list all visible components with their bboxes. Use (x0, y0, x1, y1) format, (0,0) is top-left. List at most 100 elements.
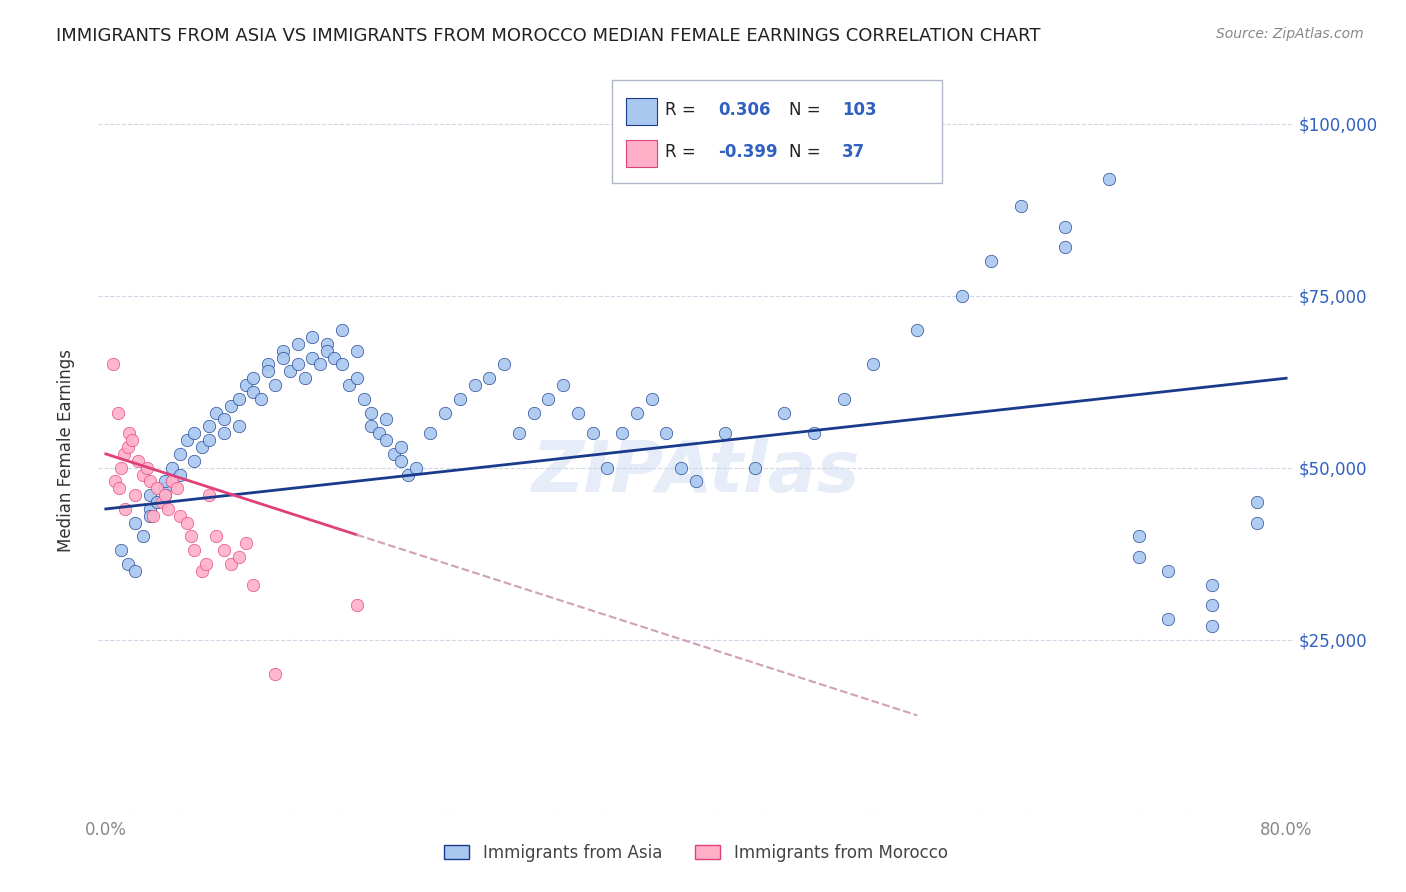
Point (131, 467, 153, 482)
Point (219, 399, 242, 413)
Point (330, 358, 353, 372)
Point (235, 378, 257, 392)
Point (353, 392, 375, 406)
Point (153, 488, 176, 502)
Point (346, 343, 368, 358)
Point (146, 481, 169, 495)
Point (685, 475, 707, 489)
Point (360, 406, 382, 420)
Point (156, 502, 179, 516)
Point (980, 254, 1002, 268)
Point (449, 392, 471, 406)
Point (127, 454, 149, 468)
Point (537, 392, 560, 406)
Point (212, 426, 235, 441)
Point (382, 447, 405, 461)
Point (153, 481, 176, 495)
Point (773, 406, 796, 420)
Point (389, 440, 412, 454)
Point (219, 557, 242, 571)
Point (1010, 199, 1032, 213)
Point (1201, 619, 1223, 633)
Point (396, 467, 419, 482)
Point (198, 488, 221, 502)
Point (523, 406, 546, 420)
Point (110, 543, 132, 558)
Point (180, 529, 202, 543)
Text: ZIPAtlas: ZIPAtlas (531, 438, 860, 507)
Point (375, 433, 398, 447)
Point (744, 460, 766, 475)
Point (714, 426, 737, 441)
Point (271, 343, 294, 358)
Point (139, 475, 162, 489)
Point (278, 364, 301, 378)
Point (862, 358, 884, 372)
Point (117, 440, 139, 454)
Point (169, 447, 191, 461)
Point (346, 371, 368, 385)
Legend: Immigrants from Asia, Immigrants from Morocco: Immigrants from Asia, Immigrants from Mo… (437, 837, 955, 869)
Point (1201, 577, 1223, 591)
Point (1128, 550, 1150, 565)
Point (612, 426, 634, 441)
Point (176, 516, 198, 530)
Point (582, 426, 605, 441)
Point (323, 351, 346, 365)
Point (176, 433, 198, 447)
Text: 103: 103 (842, 101, 877, 119)
Point (124, 516, 146, 530)
Point (308, 358, 330, 372)
Point (139, 502, 162, 516)
Point (242, 577, 264, 591)
Point (671, 460, 693, 475)
Point (205, 529, 228, 543)
Point (287, 358, 309, 372)
Point (190, 564, 212, 578)
Text: R =: R = (665, 143, 696, 161)
Point (205, 406, 228, 420)
Point (169, 467, 191, 482)
Y-axis label: Median Female Earnings: Median Female Earnings (56, 349, 75, 552)
Point (198, 419, 221, 434)
Point (1246, 516, 1268, 530)
Point (124, 488, 146, 502)
Point (950, 288, 973, 302)
Point (803, 426, 825, 441)
Point (905, 323, 928, 337)
Text: R =: R = (665, 101, 696, 119)
Point (153, 488, 176, 502)
Point (360, 419, 382, 434)
Point (264, 667, 287, 681)
Point (553, 378, 575, 392)
Point (121, 433, 143, 447)
Point (228, 419, 250, 434)
Point (198, 433, 221, 447)
Point (389, 454, 412, 468)
Point (212, 543, 235, 558)
Point (316, 336, 339, 351)
Point (508, 426, 530, 441)
Point (641, 392, 664, 406)
Point (136, 460, 159, 475)
Point (139, 488, 162, 502)
Point (242, 384, 264, 399)
Point (1157, 564, 1180, 578)
Point (596, 460, 619, 475)
Point (626, 406, 648, 420)
Point (1053, 240, 1076, 254)
Point (464, 378, 486, 392)
Point (101, 358, 124, 372)
Point (257, 358, 280, 372)
Point (112, 447, 135, 461)
Point (160, 475, 183, 489)
Point (153, 475, 176, 489)
Point (228, 392, 250, 406)
Point (183, 543, 205, 558)
Point (114, 502, 136, 516)
Point (235, 536, 257, 550)
Point (294, 371, 316, 385)
Point (367, 426, 389, 441)
Point (1201, 599, 1223, 613)
Point (316, 343, 339, 358)
